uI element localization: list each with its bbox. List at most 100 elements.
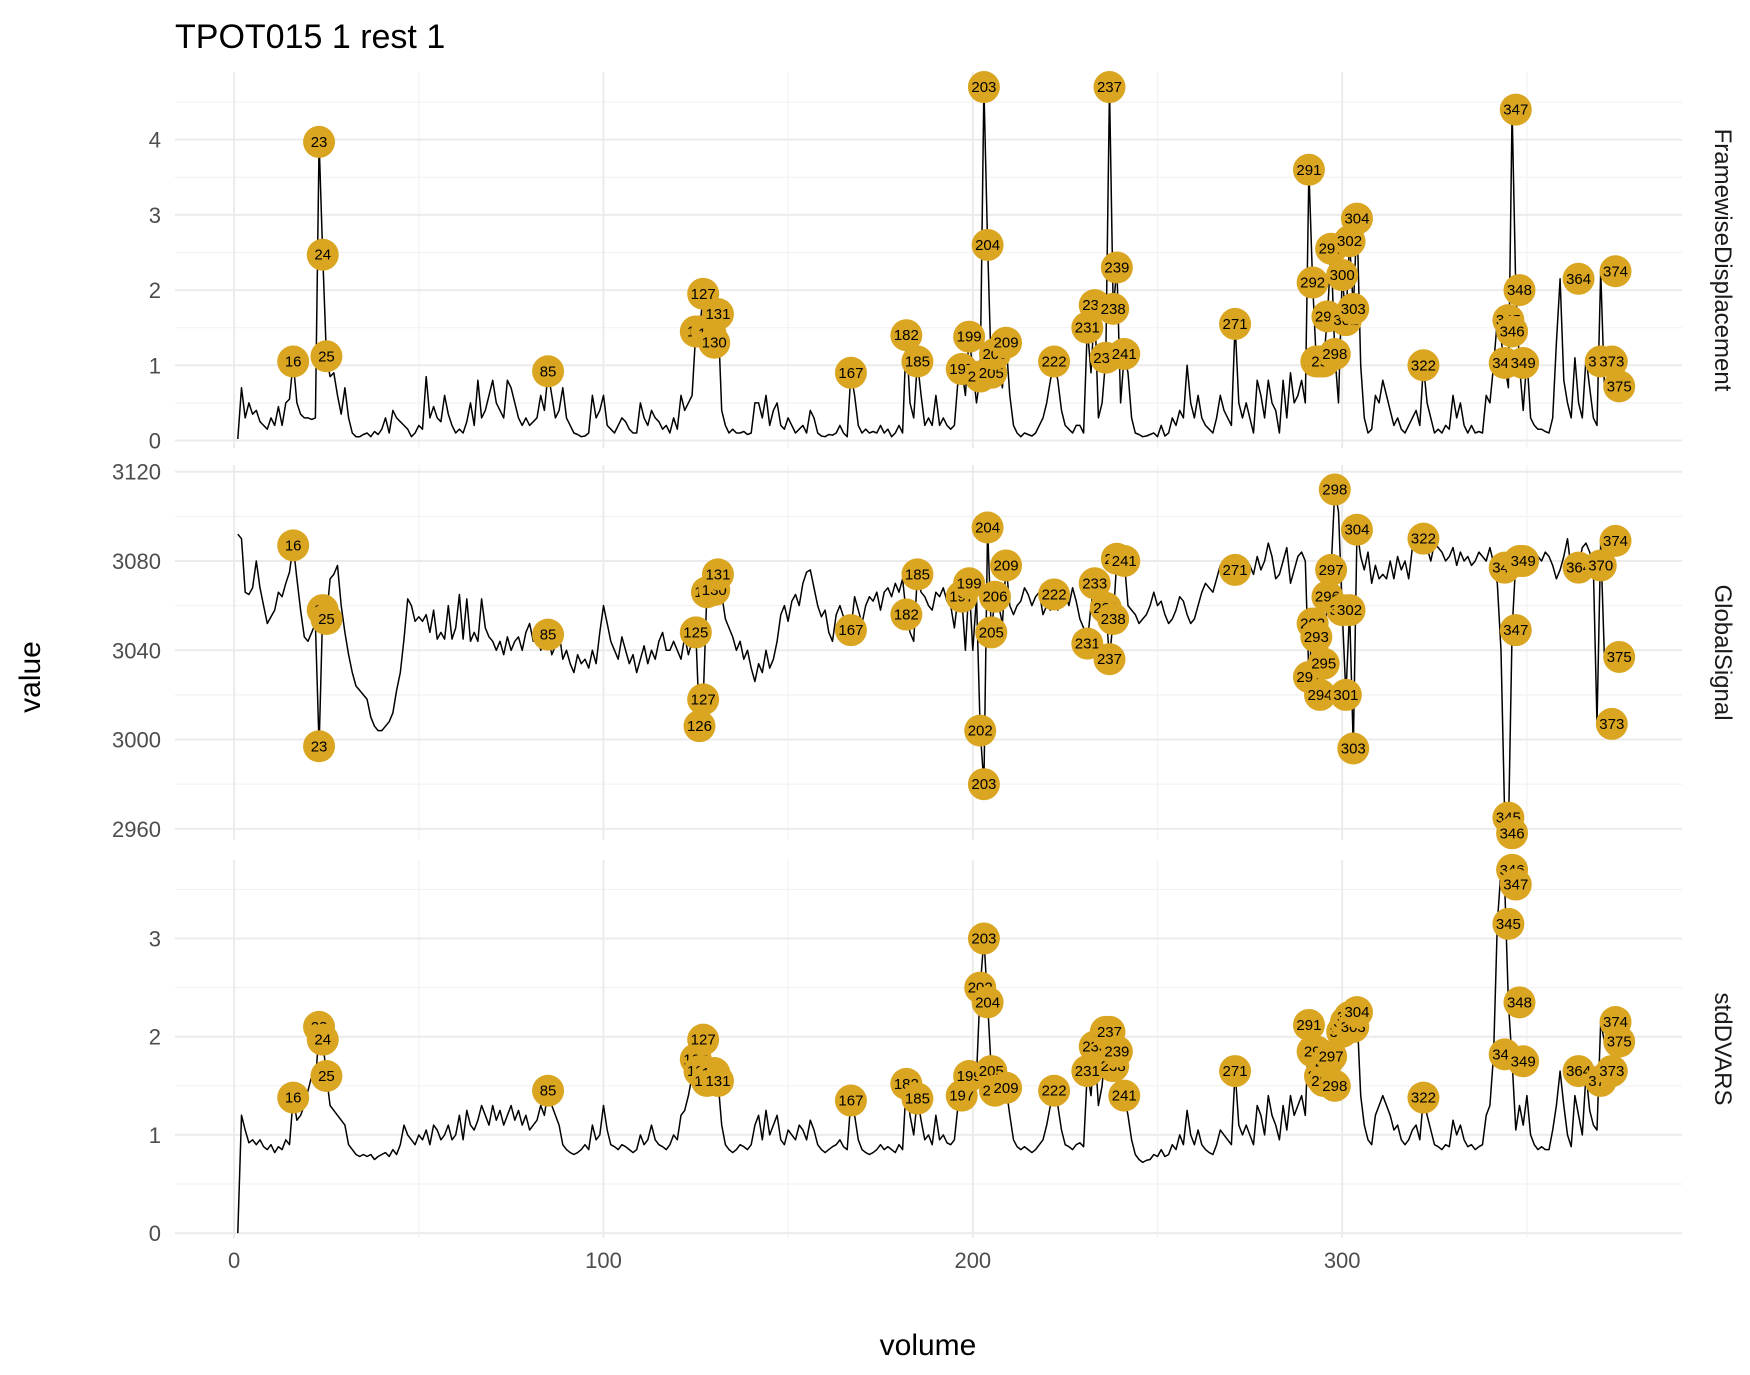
y-tick-label: 3120 — [112, 460, 161, 485]
outlier-label: 295 — [1311, 656, 1336, 673]
outlier-point — [1300, 620, 1333, 653]
outlier-point — [1108, 338, 1141, 370]
outlier-label: 231 — [1075, 1063, 1100, 1080]
x-tick-label: 300 — [1324, 1248, 1361, 1273]
outlier-point — [1318, 1069, 1351, 1102]
outlier-point — [1340, 996, 1373, 1029]
outlier-point — [1492, 907, 1525, 940]
outlier-point — [1219, 553, 1252, 586]
outlier-label: 303 — [1341, 301, 1366, 318]
outlier-label: 85 — [540, 1083, 557, 1100]
outlier-point — [967, 71, 1000, 104]
outlier-label: 182 — [894, 607, 919, 624]
outlier-point — [1499, 614, 1532, 647]
outlier-label: 185 — [905, 1091, 930, 1108]
panels-group: 0123416232425851251261271281291301311671… — [112, 71, 1736, 1246]
outlier-label: 231 — [1075, 636, 1100, 653]
outlier-point — [1503, 274, 1536, 307]
outlier-point — [1108, 1079, 1141, 1112]
outlier-point — [890, 319, 923, 352]
outlier-label: 209 — [994, 1080, 1019, 1097]
outlier-point — [310, 603, 343, 636]
outlier-point — [1407, 349, 1440, 382]
outlier-label: 25 — [318, 1068, 335, 1085]
outlier-label: 347 — [1503, 622, 1528, 639]
outlier-label: 222 — [1042, 354, 1067, 371]
outlier-point — [1507, 1045, 1540, 1078]
outlier-point — [1337, 732, 1370, 765]
outlier-point — [1038, 345, 1071, 378]
outlier-point — [834, 614, 867, 647]
outlier-label: 16 — [285, 1090, 302, 1107]
outlier-point — [277, 529, 310, 562]
outlier-label: 238 — [1101, 611, 1126, 628]
outlier-label: 374 — [1603, 263, 1628, 280]
outlier-label: 238 — [1101, 301, 1126, 318]
outlier-point — [1071, 1055, 1104, 1088]
y-tick-label: 3000 — [112, 728, 161, 753]
y-tick-label: 2960 — [112, 817, 161, 842]
outlier-point — [1496, 315, 1529, 348]
outlier-label: 204 — [975, 237, 1000, 254]
outlier-point — [303, 125, 336, 158]
outlier-point — [975, 616, 1008, 649]
outlier-point — [1219, 1055, 1252, 1088]
outlier-point — [1318, 338, 1351, 370]
outlier-point — [953, 567, 986, 600]
outlier-label: 16 — [285, 354, 302, 371]
outlier-point — [1603, 640, 1636, 673]
outlier-label: 292 — [1300, 275, 1325, 292]
outlier-label: 199 — [957, 329, 982, 346]
outlier-label: 204 — [975, 994, 1000, 1011]
facet-strip-label: GlobalSignal — [1709, 584, 1736, 720]
x-axis: 0 100 200 300 — [228, 1248, 1361, 1273]
outlier-point — [310, 1060, 343, 1092]
outlier-point — [1340, 202, 1373, 235]
outlier-point — [1071, 627, 1104, 660]
outlier-label: 125 — [683, 624, 708, 641]
outlier-point — [701, 298, 734, 331]
outlier-point — [1219, 307, 1252, 340]
y-tick-label: 3 — [149, 203, 161, 228]
outlier-point — [701, 558, 734, 591]
outlier-point — [990, 326, 1023, 359]
outlier-point — [971, 511, 1004, 544]
outlier-label: 199 — [957, 575, 982, 592]
outlier-label: 291 — [1296, 1017, 1321, 1034]
outlier-point — [967, 768, 1000, 801]
series-line-GlobalSignal — [237, 488, 1606, 835]
outlier-label: 126 — [687, 718, 712, 735]
outlier-point — [1093, 71, 1126, 104]
facet-strip-label: stdDVARS — [1709, 993, 1736, 1106]
outlier-label: 203 — [971, 776, 996, 793]
outlier-label: 301 — [1333, 687, 1358, 704]
outlier-label: 300 — [1330, 267, 1355, 284]
outlier-point — [1100, 1035, 1133, 1068]
outlier-point — [1292, 153, 1325, 186]
outlier-point — [901, 558, 934, 591]
outlier-label: 167 — [838, 622, 863, 639]
y-tick-label: 4 — [149, 128, 161, 153]
outlier-point — [890, 598, 923, 631]
outlier-label: 271 — [1223, 562, 1248, 579]
outlier-label: 349 — [1511, 553, 1536, 570]
outlier-label: 23 — [311, 738, 328, 755]
outlier-point — [1507, 544, 1540, 577]
outlier-label: 298 — [1322, 346, 1347, 363]
outlier-label: 131 — [705, 306, 730, 323]
outlier-label: 127 — [691, 286, 716, 303]
outlier-label: 241 — [1112, 553, 1137, 570]
outlier-point — [1562, 262, 1595, 295]
outlier-point — [990, 549, 1023, 582]
outlier-point — [1595, 345, 1628, 378]
outlier-point — [1603, 1025, 1636, 1058]
outlier-label: 271 — [1223, 1063, 1248, 1080]
outlier-label: 373 — [1599, 1063, 1624, 1080]
outlier-point — [990, 1071, 1023, 1104]
outlier-point — [1078, 567, 1111, 600]
outlier-label: 127 — [691, 1032, 716, 1049]
outlier-point — [1097, 603, 1130, 636]
outlier-label: 291 — [1296, 162, 1321, 179]
y-tick-label: 3080 — [112, 549, 161, 574]
